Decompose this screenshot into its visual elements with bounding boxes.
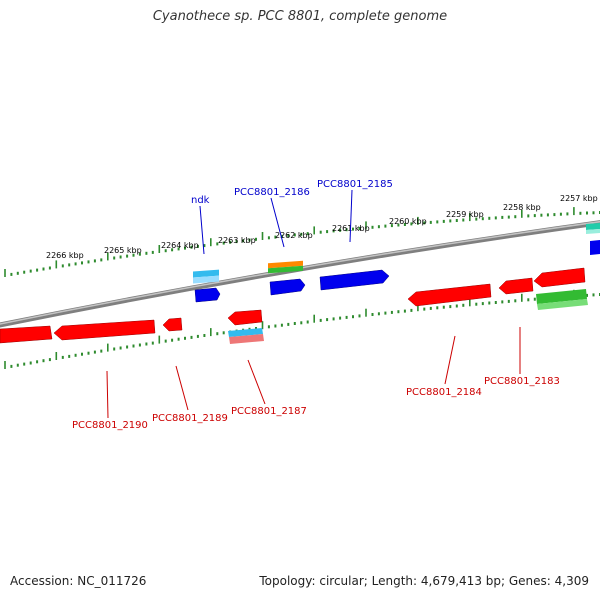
scale-labels: 2266 kbp 2265 kbp 2264 kbp 2263 kbp 2262… — [46, 194, 598, 260]
genome-summary-text: Topology: circular; Length: 4,679,413 bp… — [259, 574, 589, 588]
leader-ndk — [199, 205, 205, 255]
genes-reverse — [0, 267, 586, 344]
leader-pcc8801-2185 — [349, 189, 353, 243]
scale-label: 2258 kbp — [503, 203, 541, 212]
label-leaders — [106, 189, 521, 419]
gene-arrow[interactable] — [162, 317, 183, 332]
leader-pcc8801-2190 — [106, 370, 109, 419]
feature-boxes-bottom — [228, 289, 588, 344]
gene-arrow[interactable] — [269, 278, 306, 296]
gene-label-pcc8801-2186[interactable]: PCC8801_2186 — [234, 187, 310, 198]
gene-arrow[interactable] — [319, 269, 390, 291]
feature-box-teal-light[interactable] — [586, 228, 600, 235]
scale-label: 2266 kbp — [46, 251, 84, 260]
leader-pcc8801-2187 — [247, 359, 266, 405]
scale-label: 2262 kbp — [275, 231, 313, 240]
genes-forward — [194, 240, 600, 303]
gene-label-pcc8801-2183[interactable]: PCC8801_2183 — [484, 376, 560, 387]
scale-label: 2260 kbp — [389, 217, 427, 226]
scale-label: 2265 kbp — [104, 246, 142, 255]
gene-arrow[interactable] — [498, 277, 534, 295]
gene-labels-bottom: PCC8801_2190 PCC8801_2189 PCC8801_2187 P… — [72, 376, 560, 431]
accession-text: Accession: NC_011726 — [10, 574, 147, 588]
gene-label-pcc8801-2185[interactable]: PCC8801_2185 — [317, 179, 393, 190]
gene-label-pcc8801-2187[interactable]: PCC8801_2187 — [231, 406, 307, 417]
feature-box-cyan[interactable] — [193, 269, 219, 278]
gene-label-pcc8801-2184[interactable]: PCC8801_2184 — [406, 387, 482, 398]
gene-arrow[interactable] — [227, 309, 263, 326]
gene-arrow[interactable] — [53, 319, 156, 341]
leader-pcc8801-2186 — [270, 197, 285, 248]
scale-label: 2259 kbp — [446, 210, 484, 219]
leader-pcc8801-2189 — [175, 365, 189, 411]
gene-label-ndk[interactable]: ndk — [191, 195, 210, 206]
feature-box-green[interactable] — [268, 265, 303, 274]
scale-label: 2264 kbp — [161, 241, 199, 250]
map-title: Cyanothece sp. PCC 8801, complete genome — [152, 9, 448, 24]
feature-box-pink[interactable] — [229, 334, 264, 344]
feature-box-orange[interactable] — [268, 260, 303, 269]
gene-labels-top: ndk PCC8801_2186 PCC8801_2185 — [191, 179, 393, 206]
gene-arrow[interactable] — [590, 240, 600, 255]
feature-box-cyan[interactable] — [228, 328, 263, 337]
feature-box-cyan-light[interactable] — [193, 275, 219, 284]
leader-pcc8801-2184 — [444, 335, 456, 385]
gene-arrow[interactable] — [407, 283, 492, 307]
feature-boxes-top — [193, 222, 600, 284]
gene-label-pcc8801-2189[interactable]: PCC8801_2189 — [152, 413, 228, 424]
feature-box-green[interactable] — [536, 289, 587, 304]
feature-box-green-light[interactable] — [537, 299, 588, 310]
gene-label-pcc8801-2190[interactable]: PCC8801_2190 — [72, 420, 148, 431]
upper-scale-ticks — [4, 207, 600, 277]
scale-label: 2263 kbp — [218, 236, 256, 245]
gene-arrow[interactable] — [194, 287, 221, 303]
gene-arrow[interactable] — [0, 325, 53, 344]
feature-box-teal[interactable] — [586, 222, 600, 231]
gene-arrow[interactable] — [533, 267, 586, 288]
scale-label: 2257 kbp — [560, 194, 598, 203]
